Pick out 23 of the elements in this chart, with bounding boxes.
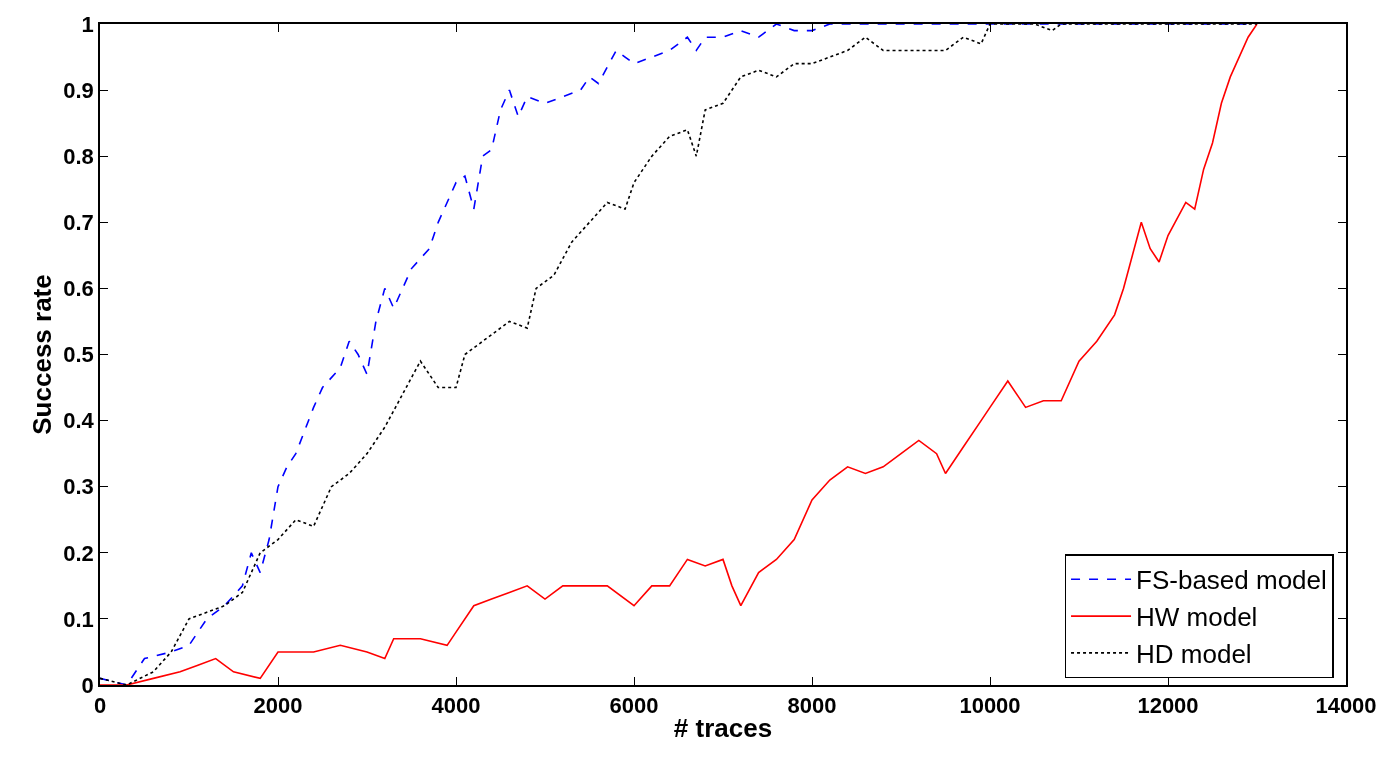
x-axis-title: # traces xyxy=(673,713,773,744)
y-tick-label: 0.5 xyxy=(63,342,94,368)
y-tick-label: 0.7 xyxy=(63,210,94,235)
y-tick-label: 0.9 xyxy=(63,77,94,103)
legend-label: HD model xyxy=(1136,639,1252,670)
x-tick-label: 6000 xyxy=(609,693,659,719)
x-tick-label: 2000 xyxy=(253,693,303,719)
x-tick-label: 12000 xyxy=(1137,693,1199,719)
legend-label: HW model xyxy=(1136,602,1258,633)
y-tick-label: 0.4 xyxy=(63,408,95,434)
y-tick-label: 0.8 xyxy=(63,143,94,169)
legend-label: FS-based model xyxy=(1136,565,1327,596)
y-tick-label: 0.3 xyxy=(63,474,94,500)
x-tick-label: 10000 xyxy=(959,693,1021,719)
y-tick-label: 0.6 xyxy=(63,276,94,302)
y-axis-title: Success rate xyxy=(27,274,58,435)
x-tick-label: 14000 xyxy=(1315,693,1377,719)
y-tick-label: 0.1 xyxy=(63,606,94,632)
y-tick-label: 0 xyxy=(81,672,94,698)
y-tick-label: 1 xyxy=(81,11,94,37)
x-tick-label: 4000 xyxy=(431,693,481,719)
y-tick-label: 0.2 xyxy=(63,540,94,566)
x-tick-label: 8000 xyxy=(787,693,837,719)
